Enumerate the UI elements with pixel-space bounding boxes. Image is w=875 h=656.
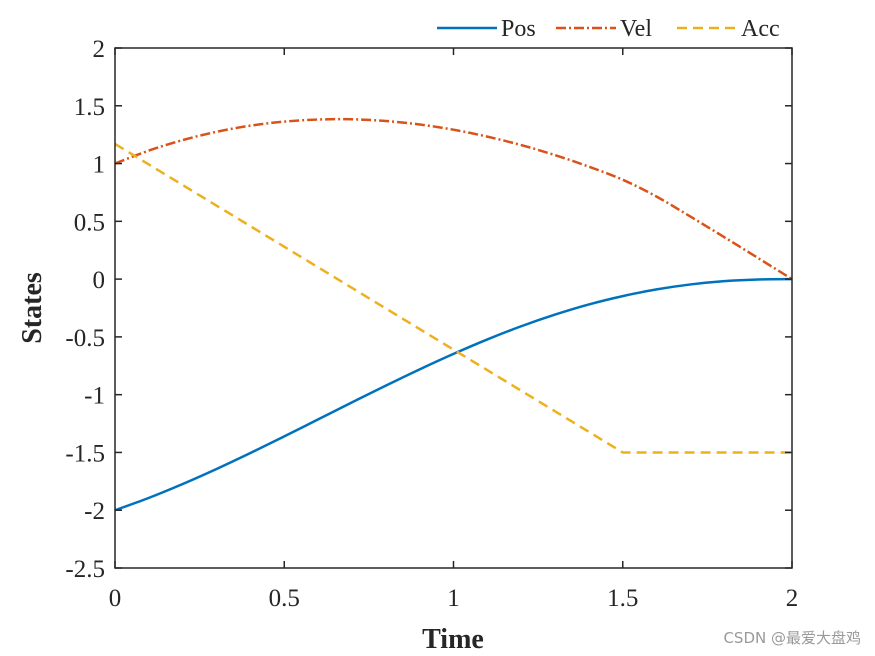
y-tick-label-1: 1.5 <box>74 94 105 121</box>
plot-background <box>115 48 792 568</box>
y-tick-label-0: 2 <box>93 36 106 63</box>
legend-label-vel: Vel <box>620 16 652 42</box>
y-tick-labels: 2 1.5 1 0.5 0 -0.5 -1 -1.5 -2 -2.5 <box>65 36 105 583</box>
y-tick-label-2: 1 <box>93 152 106 179</box>
x-tick-label-1: 0.5 <box>269 585 300 612</box>
series-line-acc <box>114 142 792 454</box>
y-tick-label-9: -2.5 <box>65 556 105 583</box>
y-tick-label-4: 0 <box>93 267 106 294</box>
plot-area <box>114 47 793 569</box>
series-line-vel <box>114 117 793 281</box>
x-tick-label-3: 1.5 <box>607 585 638 612</box>
series-layer <box>114 117 793 512</box>
y-tick-label-5: -0.5 <box>65 325 105 352</box>
legend-label-pos: Pos <box>501 16 536 42</box>
legend: Pos Vel Acc <box>437 16 780 42</box>
y-axis-label: States <box>17 272 48 344</box>
x-tick-labels: 0 0.5 1 1.5 2 <box>109 585 799 612</box>
x-tick-label-4: 2 <box>786 585 799 612</box>
tick-marks <box>114 47 793 569</box>
watermark-text: CSDN @最爱大盘鸡 <box>723 629 861 647</box>
x-tick-label-2: 1 <box>447 585 460 612</box>
x-tick-label-0: 0 <box>109 585 122 612</box>
legend-label-acc: Acc <box>741 16 780 42</box>
y-tick-label-6: -1 <box>84 383 105 410</box>
y-tick-label-3: 0.5 <box>74 209 105 236</box>
series-line-pos <box>114 277 793 512</box>
y-tick-label-8: -2 <box>84 498 105 525</box>
y-tick-label-7: -1.5 <box>65 440 105 467</box>
x-axis-label: Time <box>422 624 484 655</box>
